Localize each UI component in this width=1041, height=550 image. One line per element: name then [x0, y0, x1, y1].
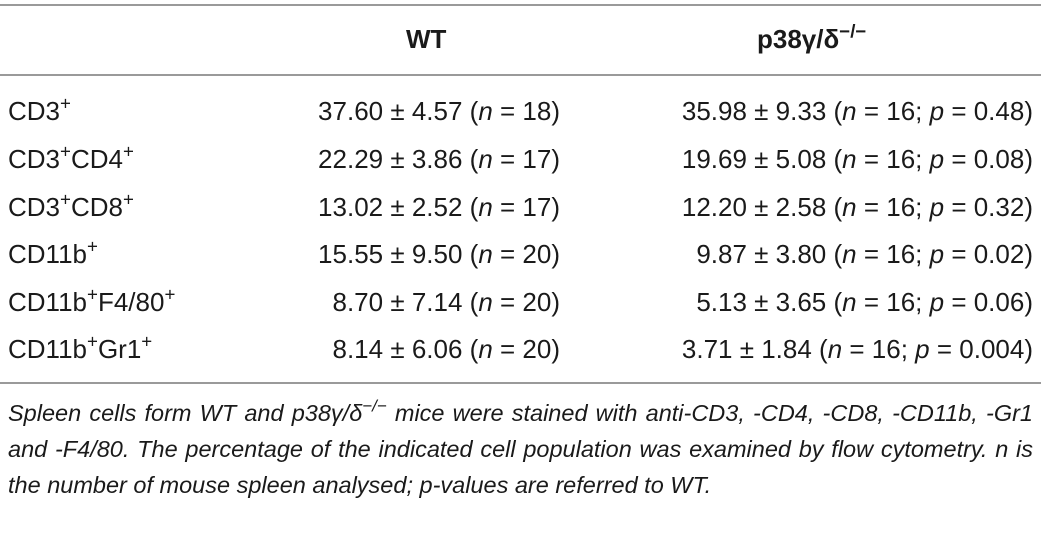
- cell-population: CD3+CD4+: [8, 140, 134, 174]
- cell-knockout: 9.87 ± 3.80 (n = 16; p = 0.02): [696, 239, 1033, 269]
- cell-population: CD3+: [8, 92, 71, 126]
- cell-knockout: 19.69 ± 5.08 (n = 16; p = 0.08): [681, 144, 1033, 174]
- table-top-rule: [0, 4, 1041, 6]
- column-header-wt: WT: [406, 24, 447, 54]
- table-row: CD3+CD8+ 13.02 ± 2.52 (n = 17) 12.20 ± 2…: [0, 184, 1041, 230]
- cell-population: CD11b+Gr1+: [8, 330, 153, 364]
- cell-knockout: 35.98 ± 9.33 (n = 16; p = 0.48): [681, 96, 1033, 126]
- cell-wt: 8.14 ± 6.06 (n = 20): [332, 334, 561, 364]
- table-row: CD3+ 37.60 ± 4.57 (n = 18) 35.98 ± 9.33 …: [0, 88, 1041, 134]
- cell-knockout: 5.13 ± 3.65 (n = 16; p = 0.06): [696, 287, 1033, 317]
- cell-knockout: 3.71 ± 1.84 (n = 16; p = 0.004): [681, 334, 1033, 364]
- table-row: CD3+CD4+ 22.29 ± 3.86 (n = 17) 19.69 ± 5…: [0, 136, 1041, 182]
- column-header-p38-knockout: p38γ/δ−/−: [757, 20, 867, 54]
- table-row: CD11b+Gr1+ 8.14 ± 6.06 (n = 20) 3.71 ± 1…: [0, 326, 1041, 372]
- cell-wt: 37.60 ± 4.57 (n = 18): [318, 96, 560, 126]
- table-row: CD11b+F4/80+ 8.70 ± 7.14 (n = 20) 5.13 ±…: [0, 279, 1041, 325]
- cell-wt: 13.02 ± 2.52 (n = 17): [318, 192, 560, 222]
- cell-wt: 8.70 ± 7.14 (n = 20): [332, 287, 561, 317]
- cell-wt: 15.55 ± 9.50 (n = 20): [318, 239, 560, 269]
- table-footnote: Spleen cells form WT and p38γ/δ−/− mice …: [8, 396, 1033, 498]
- cell-population: CD11b+: [8, 235, 98, 269]
- table-bottom-rule: [0, 382, 1041, 384]
- table-row: CD11b+ 15.55 ± 9.50 (n = 20) 9.87 ± 3.80…: [0, 231, 1041, 277]
- cell-knockout: 12.20 ± 2.58 (n = 16; p = 0.32): [681, 192, 1033, 222]
- cell-population: CD3+CD8+: [8, 188, 134, 222]
- cell-wt: 22.29 ± 3.86 (n = 17): [318, 144, 560, 174]
- table-header-rule: [0, 74, 1041, 76]
- cell-population: CD11b+F4/80+: [8, 283, 176, 317]
